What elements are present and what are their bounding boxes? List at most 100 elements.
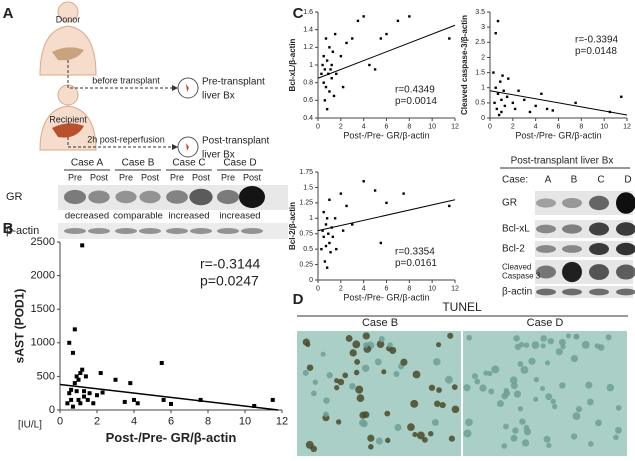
row-label: Caspase 3 bbox=[502, 272, 541, 281]
point bbox=[373, 68, 377, 71]
y-tick-label: 1.25 bbox=[299, 200, 313, 207]
panel-label: C bbox=[293, 5, 304, 22]
nucleus bbox=[412, 370, 421, 379]
point bbox=[87, 391, 92, 396]
point bbox=[620, 95, 623, 98]
nucleus bbox=[555, 348, 563, 356]
nucleus bbox=[545, 360, 551, 366]
point bbox=[325, 266, 329, 269]
point bbox=[69, 387, 74, 392]
x-axis-label: Post-/Pre- GR/β-actin bbox=[515, 131, 601, 141]
x-tick-label: 2 bbox=[339, 285, 343, 292]
nucleus bbox=[362, 332, 370, 340]
arrow bbox=[67, 137, 176, 148]
band bbox=[562, 245, 582, 253]
nucleus bbox=[503, 423, 509, 430]
biopsy-sample bbox=[186, 84, 189, 92]
case-label: Case D bbox=[527, 317, 564, 329]
recipient-label: Recipient bbox=[49, 114, 87, 124]
tunel-images bbox=[297, 331, 627, 456]
point bbox=[328, 198, 331, 201]
nucleus bbox=[306, 364, 314, 371]
y-tick-label: 0.75 bbox=[299, 231, 313, 238]
point bbox=[402, 192, 405, 195]
band bbox=[589, 243, 609, 255]
x-tick-label: 12 bbox=[623, 123, 631, 130]
nucleus bbox=[520, 366, 529, 374]
x-axis-label: Post-/Pre- GR/β-actin bbox=[343, 293, 429, 303]
point bbox=[329, 68, 332, 71]
row-label: β-actin bbox=[6, 225, 39, 237]
nucleus bbox=[326, 372, 333, 379]
nucleus bbox=[310, 445, 318, 453]
band bbox=[88, 228, 110, 234]
x-tick-label: 0 bbox=[488, 123, 492, 130]
point bbox=[496, 92, 500, 95]
nucleus bbox=[422, 436, 428, 443]
point bbox=[385, 32, 388, 36]
band bbox=[589, 288, 609, 296]
band bbox=[589, 195, 609, 211]
y-tick-label: 1000 bbox=[31, 337, 55, 349]
blot bbox=[535, 241, 633, 257]
regression-line bbox=[489, 90, 628, 116]
point bbox=[332, 94, 336, 98]
nucleus bbox=[302, 338, 310, 346]
nucleus bbox=[501, 443, 508, 449]
annotation: p=0.0148 bbox=[575, 46, 617, 57]
band bbox=[189, 188, 213, 206]
nucleus bbox=[356, 394, 365, 403]
lane-label: Post bbox=[192, 172, 211, 182]
nucleus bbox=[342, 372, 349, 379]
point bbox=[500, 98, 503, 102]
y-tick-label: 0.4 bbox=[303, 115, 313, 122]
nucleus bbox=[606, 383, 615, 392]
point bbox=[396, 19, 400, 23]
point bbox=[70, 350, 75, 355]
nucleus bbox=[517, 406, 524, 412]
x-tick-label: 10 bbox=[600, 123, 608, 130]
nucleus bbox=[323, 411, 329, 417]
nucleus bbox=[389, 346, 397, 354]
band bbox=[536, 224, 556, 234]
point bbox=[513, 107, 517, 111]
nucleus bbox=[558, 338, 566, 346]
point bbox=[335, 247, 338, 251]
x-tick-label: 6 bbox=[168, 416, 174, 428]
case-label: C bbox=[597, 175, 604, 186]
nucleus bbox=[581, 340, 590, 349]
point bbox=[74, 374, 79, 379]
nucleus bbox=[381, 369, 387, 375]
band bbox=[115, 190, 137, 204]
nucleus bbox=[510, 434, 518, 442]
point bbox=[335, 72, 338, 76]
band bbox=[616, 264, 635, 280]
band bbox=[216, 189, 240, 205]
nucleus bbox=[407, 423, 415, 431]
point bbox=[324, 37, 328, 40]
arrowhead bbox=[172, 85, 178, 91]
x-tick-label: 6 bbox=[385, 285, 389, 292]
point bbox=[545, 107, 549, 111]
point bbox=[351, 37, 354, 40]
y-tick-label: 1 bbox=[309, 215, 313, 222]
row-label: GR bbox=[502, 198, 517, 209]
x-tick-label: 4 bbox=[534, 123, 538, 130]
point bbox=[505, 95, 509, 98]
nucleus bbox=[615, 426, 622, 434]
annotation: r=-0.3144 bbox=[200, 256, 261, 272]
panel-label: B bbox=[3, 220, 14, 237]
y-tick-label: 1.5 bbox=[475, 69, 485, 76]
point bbox=[517, 89, 520, 92]
nucleus bbox=[546, 442, 552, 448]
point bbox=[494, 32, 497, 35]
x-tick-label: 6 bbox=[557, 123, 561, 130]
y-tick-label: 2 bbox=[481, 54, 485, 61]
lane-label: Pre bbox=[68, 172, 82, 182]
point bbox=[100, 390, 105, 395]
nucleus bbox=[503, 387, 509, 394]
point bbox=[80, 243, 85, 248]
point bbox=[159, 360, 164, 365]
nucleus bbox=[384, 410, 391, 417]
